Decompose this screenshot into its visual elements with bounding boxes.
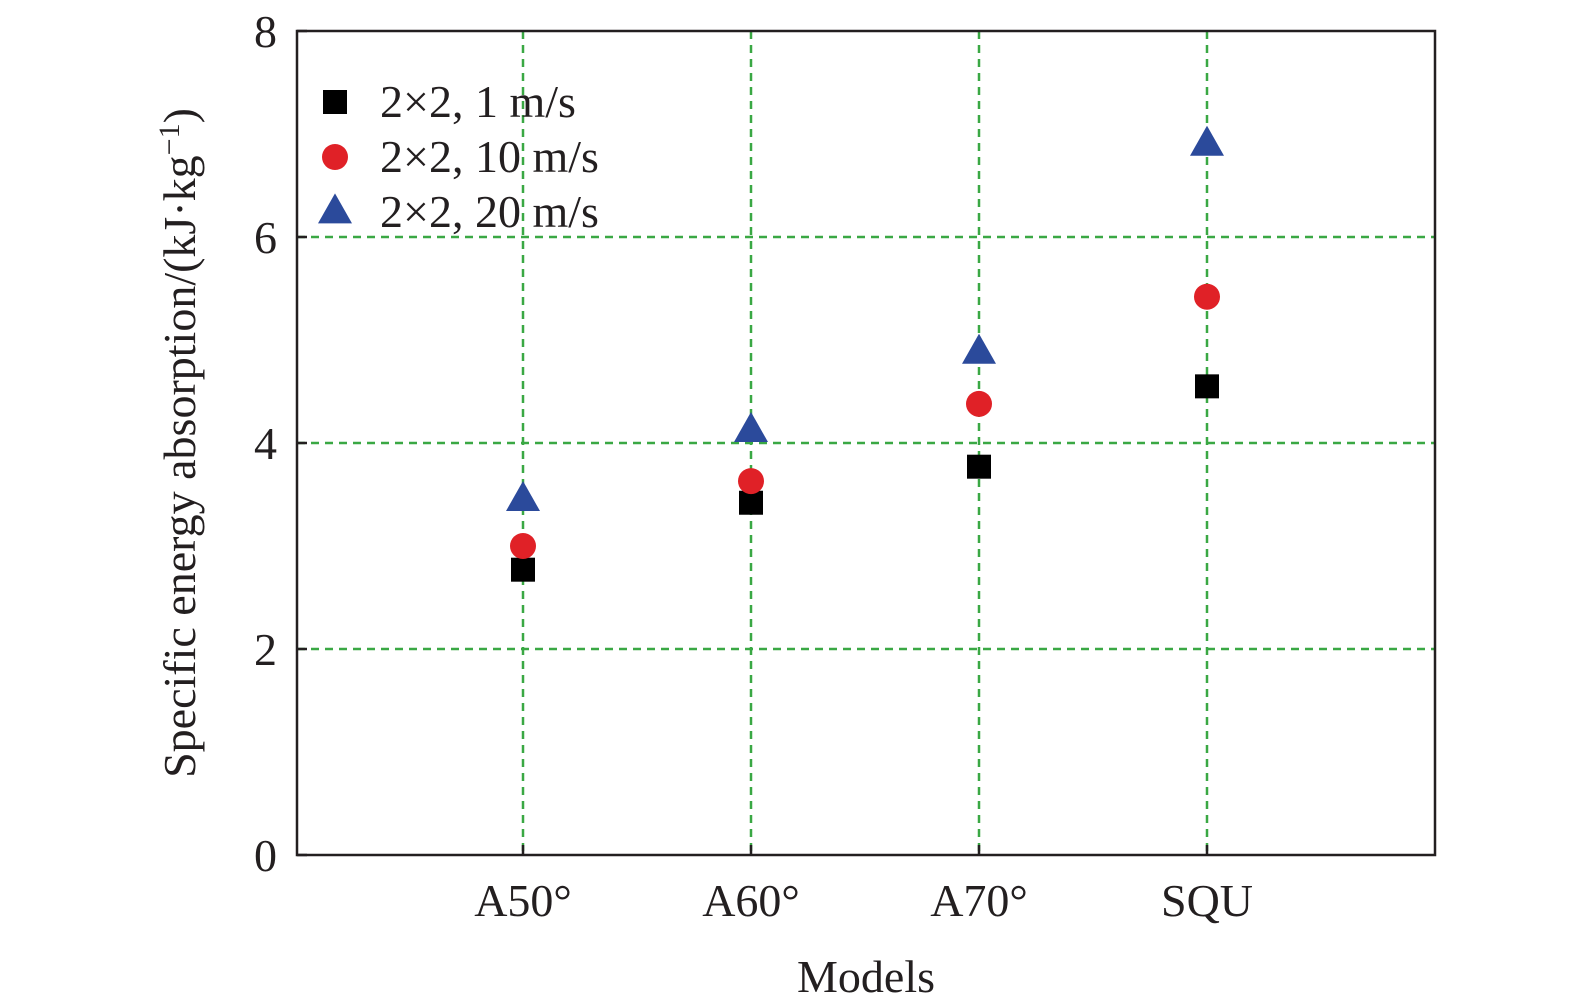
- data-point-triangle: [962, 333, 996, 364]
- x-axis-title: Models: [797, 951, 935, 1002]
- x-tick-label: A50°: [474, 875, 572, 926]
- data-point-circle: [738, 468, 764, 495]
- y-axis-title-superscript: −1: [153, 123, 186, 155]
- legend-marker-triangle: [318, 193, 352, 224]
- y-tick-label: 6: [254, 212, 277, 263]
- y-axis-title-main: Specific energy absorption/(kJ·kg: [154, 155, 205, 778]
- data-point-circle: [1194, 283, 1220, 310]
- x-tick-label: A70°: [930, 875, 1028, 926]
- data-point-square: [739, 490, 763, 515]
- legend-label: 2×2, 1 m/s: [380, 76, 576, 127]
- data-point-circle: [966, 390, 992, 417]
- legend: 2×2, 1 m/s2×2, 10 m/s2×2, 20 m/s: [318, 76, 599, 237]
- grid-lines: [297, 31, 1435, 855]
- y-tick-label: 0: [254, 830, 277, 881]
- legend-label: 2×2, 10 m/s: [380, 131, 599, 182]
- data-point-circle: [510, 533, 536, 559]
- y-tick-label: 8: [254, 6, 277, 57]
- x-tick-label: A60°: [702, 875, 800, 926]
- data-marks: [506, 125, 1224, 582]
- y-axis-title: Specific energy absorption/(kJ·kg−1): [153, 108, 206, 778]
- data-point-square: [511, 557, 535, 582]
- data-point-square: [967, 454, 991, 479]
- axis-ticks: 0 2 4 6 8 A50° A60° A70° SQU: [254, 6, 1253, 926]
- y-tick-label: 4: [254, 418, 277, 469]
- x-tick-label: SQU: [1161, 875, 1253, 926]
- data-point-triangle: [1190, 125, 1224, 156]
- legend-label: 2×2, 20 m/s: [380, 186, 599, 237]
- data-point-triangle: [734, 412, 768, 443]
- data-point-square: [1195, 374, 1219, 399]
- legend-marker-square: [323, 90, 347, 114]
- y-axis-title-close: ): [154, 108, 205, 123]
- y-tick-label: 2: [254, 624, 277, 675]
- data-point-triangle: [506, 481, 540, 512]
- legend-marker-circle: [322, 144, 348, 170]
